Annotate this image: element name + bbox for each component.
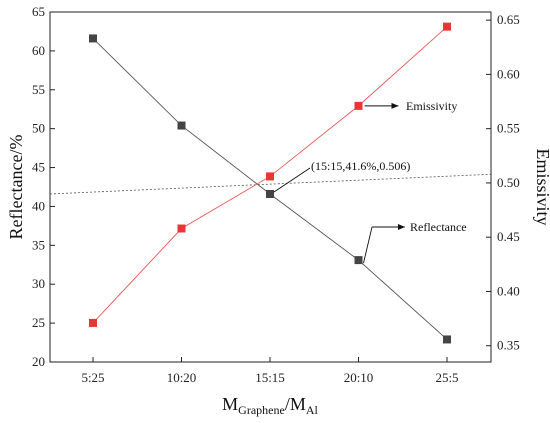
series-2-point — [89, 318, 97, 327]
x-tick-label: 5:25 — [81, 370, 104, 385]
right-tick-label: 0.40 — [497, 283, 520, 298]
right-axis-title: Emissivity — [533, 148, 550, 225]
series-layer — [89, 22, 451, 344]
right-tick-label: 0.45 — [497, 229, 520, 244]
left-tick-label: 50 — [32, 121, 45, 136]
left-tick-label: 35 — [32, 237, 45, 252]
left-axis-title: Reflectance/% — [6, 135, 26, 240]
left-tick-label: 55 — [32, 82, 45, 97]
x-title-main: M — [222, 394, 238, 414]
annotation-arrowhead — [391, 102, 399, 109]
left-axis-ticks: 20 25 30 35 40 45 50 55 60 65 — [32, 4, 55, 369]
series-2-point — [443, 22, 451, 31]
series-2-point — [266, 172, 274, 181]
left-tick-label: 20 — [32, 354, 45, 369]
series-1-point — [89, 34, 97, 43]
annotation-arrowhead — [398, 224, 405, 230]
series-1-point — [354, 256, 363, 265]
x-tick-label: 10:20 — [167, 370, 197, 385]
right-tick-label: 0.35 — [497, 338, 520, 353]
left-tick-label: 40 — [32, 198, 45, 213]
left-tick-label: 60 — [32, 43, 45, 58]
x-tick-label: 20:10 — [344, 370, 374, 385]
left-tick-label: 45 — [32, 160, 45, 175]
reflectance-annotation: Reflectance — [410, 220, 467, 234]
dotted-reference-line — [49, 173, 492, 195]
annotation-layer: (15:15,41.6%,0.506) Emissivity Reflectance — [273, 99, 467, 264]
x-title-sub1: Graphene — [238, 403, 285, 417]
left-tick-label: 30 — [32, 276, 45, 291]
right-tick-label: 0.50 — [497, 175, 520, 190]
x-axis-title: MGraphene/MAl — [222, 394, 318, 417]
x-tick-label: 15:15 — [255, 370, 285, 385]
series-1-point — [177, 121, 186, 130]
series-2-point — [177, 224, 186, 233]
plot-frame — [49, 11, 492, 363]
series-1-point — [443, 335, 451, 344]
right-axis-ticks: 0.35 0.40 0.45 0.50 0.55 0.60 0.65 — [486, 12, 520, 353]
series-1-line — [92, 38, 448, 340]
right-tick-label: 0.65 — [497, 12, 520, 27]
x-axis-ticks: 5:25 10:20 15:15 20:10 25:5 — [81, 357, 459, 385]
right-tick-label: 0.60 — [497, 66, 520, 81]
right-tick-label: 0.55 — [497, 121, 520, 136]
left-tick-label: 65 — [32, 4, 45, 19]
series-1-point — [266, 190, 274, 198]
x-title-sub2: Al — [306, 403, 319, 417]
intersection-leader — [273, 167, 311, 193]
intersection-annotation: (15:15,41.6%,0.506) — [311, 159, 410, 173]
series-2-point — [354, 101, 363, 110]
x-title-sep: /M — [285, 394, 306, 414]
emissivity-annotation: Emissivity — [406, 99, 457, 113]
x-tick-label: 25:5 — [435, 370, 458, 385]
left-tick-label: 25 — [32, 315, 45, 330]
annotation-arrow-line — [363, 226, 373, 264]
